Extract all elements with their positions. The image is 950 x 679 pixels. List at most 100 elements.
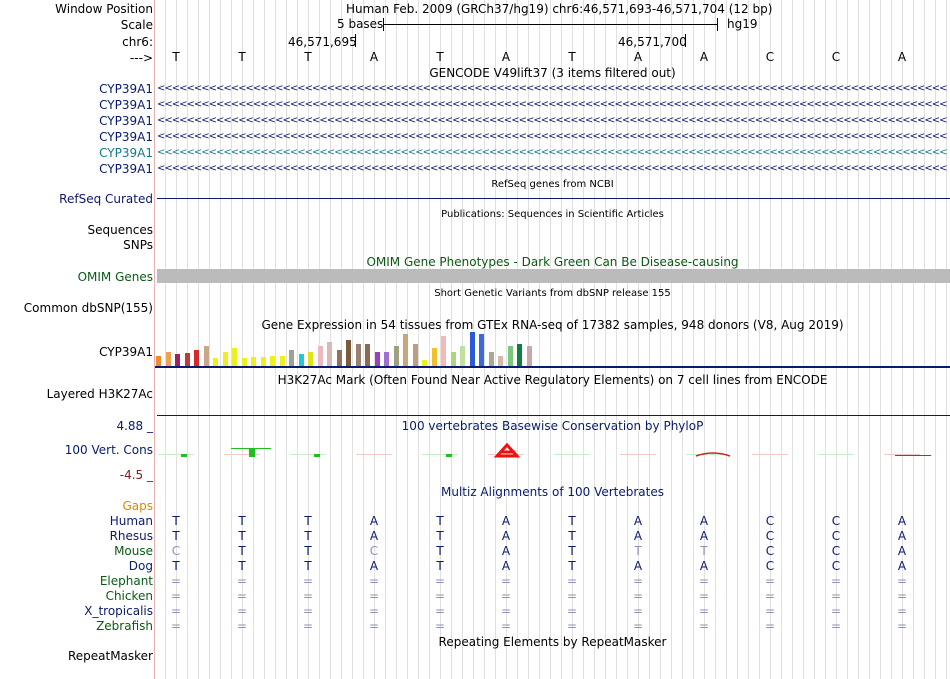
gtex-bar[interactable] [241, 358, 247, 366]
omim-title[interactable]: OMIM Gene Phenotypes - Dark Green Can Be… [366, 255, 739, 269]
gencode-title[interactable]: GENCODE V49lift37 (3 items filtered out) [429, 66, 676, 80]
gencode-item-label[interactable]: CYP39A1 [99, 98, 153, 112]
gtex-bar[interactable] [317, 346, 323, 366]
window-position-value[interactable]: Human Feb. 2009 (GRCh37/hg19) chr6:46,57… [346, 2, 773, 16]
gtex-bar[interactable] [327, 342, 332, 366]
species-label[interactable]: X_tropicalis [84, 604, 153, 618]
aligned-base: = [632, 589, 644, 603]
gencode-item-label[interactable]: CYP39A1 [99, 146, 153, 160]
phylop-label[interactable]: 100 Vert. Cons [64, 443, 153, 457]
gtex-bar[interactable] [213, 358, 218, 366]
aligned-base: = [830, 589, 842, 603]
gtex-bar[interactable] [251, 357, 256, 366]
phylop-bar-12 [895, 455, 931, 456]
gtex-bar[interactable] [289, 350, 294, 366]
gencode-transcript[interactable]: <<<<<<<<<<<<<<<<<<<<<<<<<<<<<<<<<<<<<<<<… [157, 115, 947, 126]
sequences-label[interactable]: Sequences [87, 223, 153, 237]
gtex-bar[interactable] [384, 352, 389, 366]
gtex-bar[interactable] [517, 344, 522, 366]
species-label[interactable]: Mouse [114, 544, 153, 558]
h3k27ac-label[interactable]: Layered H3K27Ac [46, 387, 153, 401]
gtex-bar[interactable] [165, 352, 171, 366]
aligned-base: T [238, 514, 246, 528]
gtex-bar[interactable] [412, 344, 418, 366]
species-label[interactable]: Zebrafish [96, 619, 153, 633]
gtex-bar[interactable] [507, 346, 513, 366]
gencode-item-label[interactable]: CYP39A1 [99, 114, 153, 128]
aligned-base: A [501, 514, 511, 528]
gtex-bar[interactable] [450, 352, 456, 366]
aligned-base: = [632, 619, 644, 633]
omim-gene-bar[interactable] [157, 269, 950, 283]
dbsnp-label[interactable]: Common dbSNP(155) [23, 301, 153, 315]
gaps-label[interactable]: Gaps [122, 499, 153, 513]
species-label[interactable]: Human [109, 514, 153, 528]
omim-label[interactable]: OMIM Genes [77, 270, 153, 284]
gtex-bar[interactable] [336, 350, 342, 366]
gtex-label[interactable]: CYP39A1 [99, 345, 153, 359]
gencode-transcript[interactable]: <<<<<<<<<<<<<<<<<<<<<<<<<<<<<<<<<<<<<<<<… [157, 131, 947, 142]
gtex-bar[interactable] [194, 350, 199, 366]
gtex-bar[interactable] [175, 354, 180, 366]
gtex-bar[interactable] [365, 344, 370, 366]
gridline [308, 0, 309, 679]
snps-label[interactable]: SNPs [123, 238, 153, 252]
gtex-bar-chart[interactable] [156, 332, 536, 366]
gtex-bar[interactable] [279, 356, 285, 366]
gtex-bar[interactable] [374, 352, 380, 366]
aligned-base: = [896, 574, 908, 588]
gtex-bar[interactable] [184, 353, 190, 366]
dbsnp-title[interactable]: Short Genetic Variants from dbSNP releas… [434, 288, 671, 299]
gtex-bar[interactable] [156, 356, 161, 366]
gencode-item-label[interactable]: CYP39A1 [99, 162, 153, 176]
gencode-transcript[interactable]: <<<<<<<<<<<<<<<<<<<<<<<<<<<<<<<<<<<<<<<<… [157, 83, 947, 94]
gtex-bar[interactable] [422, 360, 427, 366]
gtex-bar[interactable] [469, 332, 475, 366]
gtex-bar[interactable] [526, 346, 532, 366]
multiz-title[interactable]: Multiz Alignments of 100 Vertebrates [440, 485, 665, 499]
refseq-title[interactable]: RefSeq genes from NCBI [491, 179, 614, 190]
repeat-title[interactable]: Repeating Elements by RepeatMasker [438, 635, 667, 649]
ref-base: T [238, 50, 246, 64]
refseq-label[interactable]: RefSeq Curated [59, 192, 153, 206]
publications-title[interactable]: Publications: Sequences in Scientific Ar… [441, 209, 664, 220]
gtex-bar[interactable] [488, 352, 494, 366]
gencode-transcript[interactable]: <<<<<<<<<<<<<<<<<<<<<<<<<<<<<<<<<<<<<<<<… [157, 99, 947, 110]
gtex-bar[interactable] [203, 346, 209, 366]
species-label[interactable]: Elephant [99, 574, 153, 588]
aligned-base: T [172, 514, 180, 528]
gtex-bar[interactable] [393, 346, 399, 366]
gtex-bar[interactable] [232, 348, 237, 366]
gencode-transcript[interactable]: <<<<<<<<<<<<<<<<<<<<<<<<<<<<<<<<<<<<<<<<… [157, 163, 947, 174]
gridline [374, 0, 375, 679]
gtex-bar[interactable] [260, 357, 266, 366]
gencode-transcript[interactable]: <<<<<<<<<<<<<<<<<<<<<<<<<<<<<<<<<<<<<<<<… [157, 147, 947, 158]
gtex-bar[interactable] [498, 356, 503, 366]
phylop-plot[interactable] [155, 440, 950, 470]
gencode-item-label[interactable]: CYP39A1 [99, 82, 153, 96]
gtex-bar[interactable] [431, 348, 437, 366]
species-label[interactable]: Chicken [105, 589, 153, 603]
gtex-bar[interactable] [298, 354, 304, 366]
h3k27ac-title[interactable]: H3K27Ac Mark (Often Found Near Active Re… [277, 373, 828, 387]
gtex-bar[interactable] [441, 336, 446, 366]
window-position-label: Window Position [55, 2, 153, 16]
gtex-bar[interactable] [403, 334, 408, 366]
gencode-item-label[interactable]: CYP39A1 [99, 130, 153, 144]
aligned-base: C [765, 559, 775, 573]
gtex-title[interactable]: Gene Expression in 54 tissues from GTEx … [261, 318, 844, 332]
gtex-bar[interactable] [460, 346, 465, 366]
gtex-bar[interactable] [270, 356, 275, 366]
gtex-bar[interactable] [479, 334, 484, 366]
phylop-title[interactable]: 100 vertebrates Basewise Conservation by… [401, 419, 704, 433]
gtex-bar[interactable] [308, 352, 313, 366]
gtex-bar[interactable] [346, 340, 351, 366]
gridline [385, 0, 386, 679]
species-label[interactable]: Dog [128, 559, 153, 573]
ref-base: T [172, 50, 180, 64]
gtex-bar[interactable] [355, 344, 361, 366]
species-label[interactable]: Rhesus [109, 529, 153, 543]
gtex-bar[interactable] [222, 352, 228, 366]
repeat-label[interactable]: RepeatMasker [67, 649, 153, 663]
refseq-gene-line[interactable] [157, 198, 950, 199]
